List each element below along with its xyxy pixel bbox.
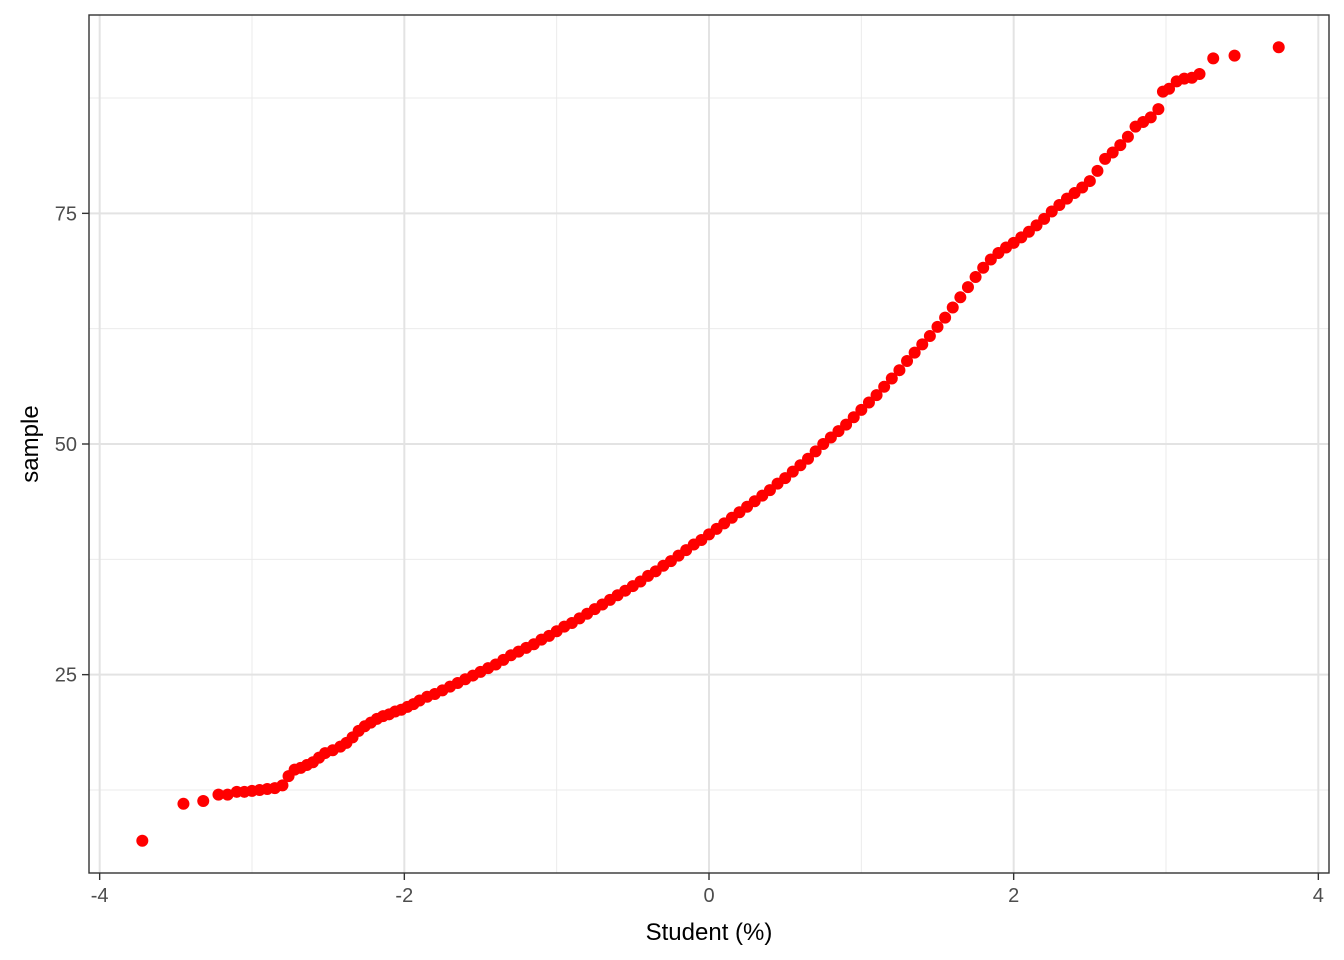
data-point xyxy=(809,445,822,458)
data-point xyxy=(954,291,967,304)
data-point xyxy=(969,271,982,284)
data-point xyxy=(221,788,234,801)
x-tick-label: 0 xyxy=(703,885,714,907)
y-tick-label: 50 xyxy=(55,434,77,456)
x-tick-label: 2 xyxy=(1008,885,1019,907)
data-point xyxy=(1207,52,1220,65)
data-point xyxy=(802,452,815,465)
data-point xyxy=(1091,164,1104,177)
data-point xyxy=(916,338,929,351)
data-point xyxy=(1144,111,1157,124)
data-point xyxy=(878,380,891,393)
data-point xyxy=(1114,139,1127,152)
data-point xyxy=(946,301,959,314)
data-point xyxy=(855,403,868,416)
data-point xyxy=(901,354,914,367)
data-points xyxy=(136,41,1285,847)
major-gridlines xyxy=(89,15,1329,873)
data-point xyxy=(893,364,906,377)
y-tick-label: 25 xyxy=(55,665,77,687)
data-point xyxy=(931,320,944,333)
data-point xyxy=(923,330,936,343)
x-tick-label: -4 xyxy=(91,885,109,907)
x-axis-title: Student (%) xyxy=(646,919,773,946)
data-point xyxy=(977,261,990,274)
data-point xyxy=(939,311,952,324)
data-point xyxy=(136,834,149,847)
data-point xyxy=(840,418,853,431)
data-point xyxy=(177,797,190,810)
data-point xyxy=(1121,130,1134,143)
data-point xyxy=(885,372,898,385)
data-point xyxy=(212,788,225,801)
x-tick-label: -2 xyxy=(395,885,413,907)
data-point xyxy=(1163,82,1176,95)
data-point xyxy=(908,346,921,359)
data-point xyxy=(276,779,289,792)
data-point xyxy=(197,795,210,808)
data-point xyxy=(1272,41,1285,54)
data-point xyxy=(1038,212,1051,225)
x-tick-label: 4 xyxy=(1313,885,1324,907)
data-point xyxy=(847,411,860,424)
data-point xyxy=(1106,146,1119,159)
x-axis-ticks: -4 -2 0 2 4 xyxy=(91,873,1324,907)
data-point xyxy=(1193,68,1206,81)
data-point xyxy=(870,389,883,402)
data-point xyxy=(961,281,974,294)
y-axis-title: sample xyxy=(17,405,44,482)
data-point xyxy=(1083,175,1096,188)
y-axis-ticks: 25 50 75 xyxy=(55,203,89,687)
data-point xyxy=(1228,49,1241,62)
y-tick-label: 75 xyxy=(55,203,77,225)
data-point xyxy=(1152,103,1165,116)
data-point xyxy=(862,396,875,409)
